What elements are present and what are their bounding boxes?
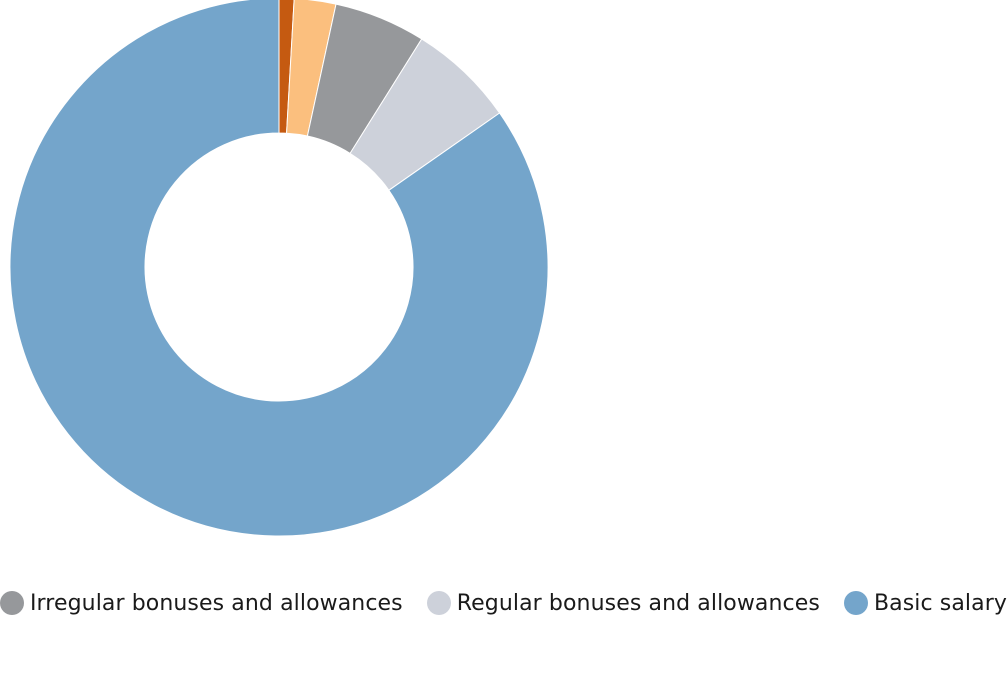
legend-item-irregular-bonuses[interactable]: Irregular bonuses and allowances	[0, 591, 403, 616]
legend-swatch	[426, 591, 451, 615]
legend-item-basic-salary[interactable]: Basic salary	[843, 590, 1007, 616]
legend-label: Basic salary	[873, 590, 1007, 616]
chart-legend: Irregular bonuses and allowances Regular…	[0, 585, 1008, 625]
legend-item-regular-bonuses[interactable]: Regular bonuses and allowances	[426, 590, 820, 616]
legend-swatch	[843, 591, 868, 615]
legend-swatch	[0, 591, 24, 615]
legend-label: Regular bonuses and allowances	[456, 590, 820, 616]
legend-label: Irregular bonuses and allowances	[29, 590, 403, 616]
donut-slice-5[interactable]	[9, 0, 549, 537]
legend-track: Irregular bonuses and allowances Regular…	[0, 585, 1007, 621]
